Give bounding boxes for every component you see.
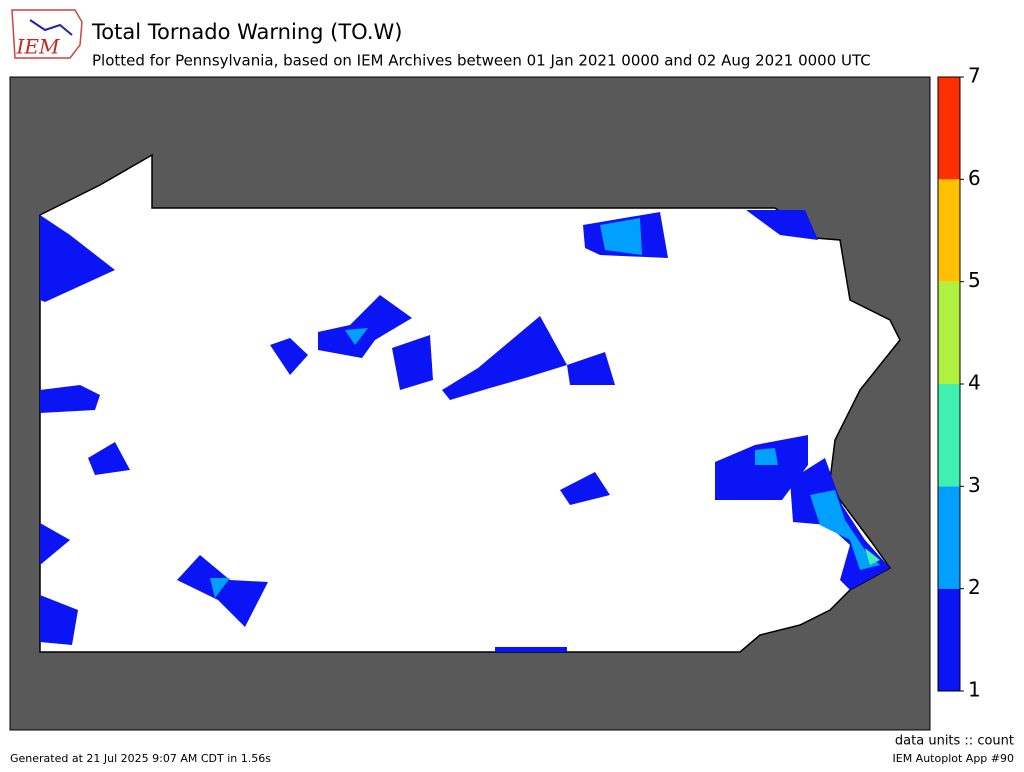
colorbar-tick-label: 4 bbox=[968, 371, 981, 395]
logo: IEM bbox=[11, 9, 83, 59]
colorbar-tick-label: 5 bbox=[968, 268, 981, 292]
colorbar-tick-label: 2 bbox=[968, 575, 981, 599]
colorbar: 1 2 3 4 5 6 7 bbox=[937, 64, 981, 702]
generated-note: Generated at 21 Jul 2025 9:07 AM CDT in … bbox=[10, 752, 271, 765]
colorbar-tick-label: 6 bbox=[968, 166, 981, 190]
title: Total Tornado Warning (TO.W) bbox=[91, 20, 402, 44]
colorbar-segment bbox=[938, 179, 960, 282]
colorbar-segment bbox=[938, 384, 960, 487]
colorbar-segment bbox=[938, 281, 960, 384]
units-label: data units :: count bbox=[895, 734, 1014, 749]
colorbar-tick-label: 1 bbox=[968, 678, 981, 702]
warning-areas-2 bbox=[210, 218, 880, 598]
subtitle: Plotted for Pennsylvania, based on IEM A… bbox=[92, 52, 871, 70]
colorbar-segment bbox=[938, 486, 960, 589]
colorbar-segment bbox=[938, 588, 960, 691]
map bbox=[9, 76, 931, 731]
logo-text: IEM bbox=[16, 35, 61, 59]
colorbar-tick-label: 7 bbox=[968, 64, 981, 88]
pennsylvania bbox=[39, 153, 901, 653]
app-note: IEM Autoplot App #90 bbox=[893, 752, 1015, 765]
colorbar-tick-label: 3 bbox=[968, 473, 981, 497]
colorbar-segment bbox=[938, 77, 960, 180]
